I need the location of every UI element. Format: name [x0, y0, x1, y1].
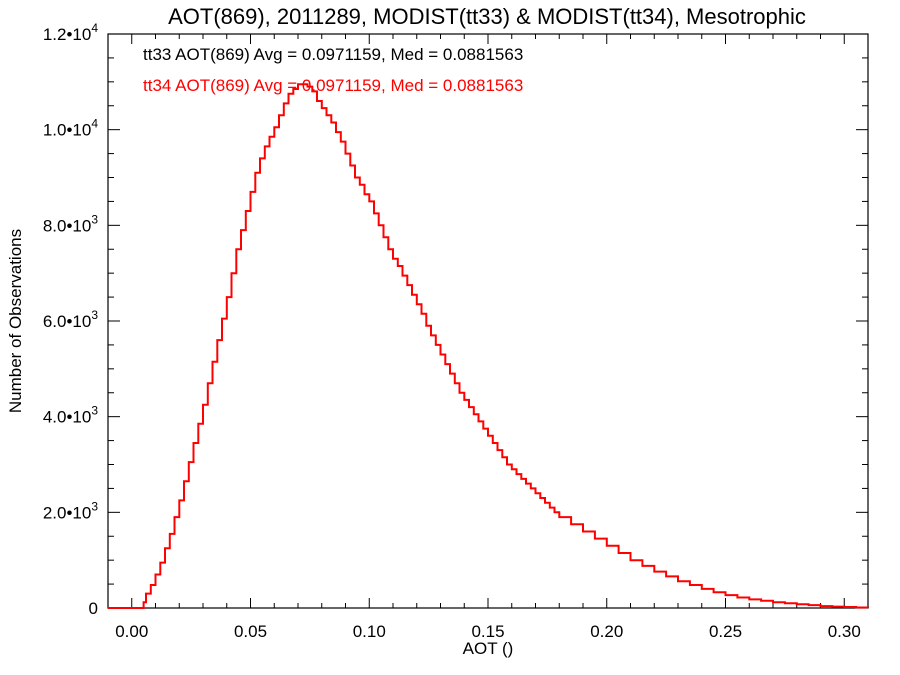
y-tick-label: 1.0•104	[43, 117, 99, 140]
x-tick-label: 0.00	[115, 622, 148, 641]
y-axis-label: Number of Observations	[6, 229, 25, 413]
y-tick-label: 2.0•103	[43, 499, 99, 522]
x-tick-label: 0.30	[828, 622, 861, 641]
x-tick-label: 0.05	[234, 622, 267, 641]
annotation-tt34: tt34 AOT(869) Avg = 0.0971159, Med = 0.0…	[143, 76, 523, 95]
x-tick-label: 0.20	[590, 622, 623, 641]
x-tick-label: 0.15	[471, 622, 504, 641]
x-axis: 0.00 0.05 0.10 0.15 0.20 0.25 0.30	[107, 34, 869, 641]
y-axis: 0 2.0•103 4.0•103 6.0•103 8.0•103 1.0•104 1.2•…	[43, 21, 868, 618]
x-axis-label: AOT ()	[463, 639, 514, 658]
x-tick-label: 0.25	[709, 622, 742, 641]
annotation-tt33: tt33 AOT(869) Avg = 0.0971159, Med = 0.0…	[143, 45, 523, 64]
y-tick-label: 4.0•103	[43, 404, 99, 427]
chart-title: AOT(869), 2011289, MODIST(tt33) & MODIST…	[168, 4, 806, 29]
series-layer	[108, 83, 869, 609]
x-tick-label: 0.10	[353, 622, 386, 641]
y-tick-label: 6.0•103	[43, 308, 99, 331]
y-tick-label: 0	[89, 599, 98, 618]
histogram-series-tt34	[108, 83, 869, 609]
y-tick-label: 8.0•103	[43, 212, 99, 235]
y-tick-label: 1.2•104	[43, 21, 99, 44]
